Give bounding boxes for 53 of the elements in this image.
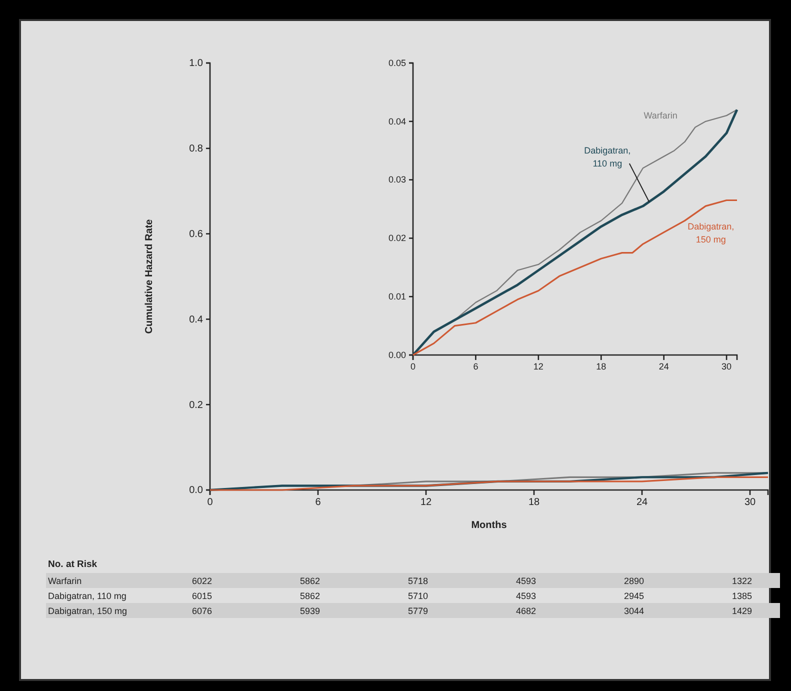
x-tick-label: 24	[636, 497, 648, 508]
text: 3044	[624, 606, 644, 616]
text: 2890	[624, 576, 644, 586]
text: Warfarin	[48, 576, 82, 586]
text: 5718	[408, 576, 428, 586]
x-tick-label: 6	[473, 361, 478, 372]
text: Dabigatran, 110 mg	[584, 146, 631, 169]
text: 2945	[624, 591, 644, 601]
text: 1429	[732, 606, 752, 616]
x-tick-label: 0	[410, 361, 416, 372]
y-tick-label: 0.2	[189, 400, 204, 411]
text: 4593	[516, 576, 536, 586]
text: 4593	[516, 591, 536, 601]
text: 5779	[408, 606, 428, 616]
y-tick-label: 0.01	[388, 291, 406, 302]
x-tick-label: 30	[744, 497, 756, 508]
text: 5862	[300, 576, 320, 586]
y-tick-label: 1.0	[189, 58, 204, 70]
y-tick-label: 0.0	[189, 485, 204, 496]
x-tick-label: 30	[722, 361, 732, 372]
y-tick-label: 0.00	[388, 350, 406, 360]
y-tick-label: 0.4	[189, 314, 204, 326]
x-tick-label: 12	[420, 497, 432, 508]
text: 1385	[732, 591, 752, 601]
y-tick-label: 0.6	[189, 229, 204, 240]
y-tick-label: 0.05	[388, 58, 406, 68]
text: 5862	[300, 591, 320, 601]
text: 6015	[192, 591, 212, 601]
y-tick-label: 0.03	[388, 174, 406, 185]
text: 6022	[192, 576, 212, 586]
x-tick-label: 0	[207, 497, 214, 508]
x-tick-label: 12	[533, 361, 544, 372]
text: 1322	[732, 576, 752, 586]
x-tick-label: 24	[658, 361, 669, 372]
text: 6076	[192, 606, 212, 616]
y-tick-label: 0.04	[388, 116, 406, 126]
line-series	[209, 476, 769, 491]
text: Warfarin	[644, 110, 678, 120]
x-tick-label: 6	[315, 497, 322, 508]
y-tick-label: 0.02	[388, 233, 406, 244]
y-axis-title: Cumulative Hazard Rate	[144, 218, 155, 334]
x-tick-label: 18	[528, 497, 540, 508]
x-tick-label: 18	[596, 361, 606, 372]
x-axis-title: Months	[471, 520, 508, 531]
text: 4682	[516, 606, 536, 616]
text: No. at Risk	[48, 559, 98, 570]
text: 5939	[300, 606, 320, 616]
text: Dabigatran, 110 mg	[48, 591, 126, 601]
line-series	[412, 199, 738, 356]
text: 5710	[408, 591, 428, 601]
y-tick-label: 0.8	[189, 144, 204, 155]
series-label: Dabigatran, 150 mg	[688, 221, 734, 244]
text: Dabigatran, 150 mg	[48, 606, 128, 616]
